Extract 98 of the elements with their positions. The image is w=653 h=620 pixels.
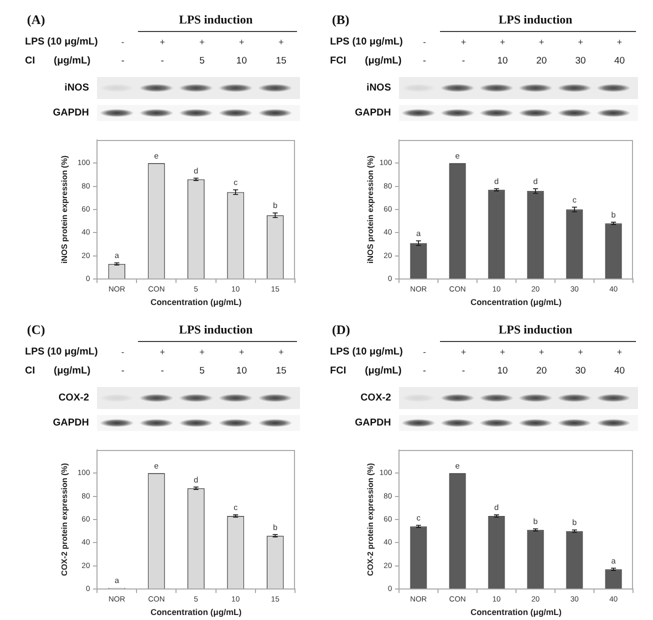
text: 10 xyxy=(497,366,508,376)
data-label: a xyxy=(416,228,422,238)
data-label: b xyxy=(272,201,278,210)
data-label: d xyxy=(494,176,499,186)
text: CI (μg/mL) xyxy=(25,56,90,66)
text: 20 xyxy=(536,366,547,376)
y-axis-title: iNOS protein expression (%) xyxy=(60,155,70,264)
data-label: d xyxy=(533,176,538,186)
text: + xyxy=(199,37,205,47)
text: + xyxy=(500,347,506,357)
text: + xyxy=(538,37,544,47)
text: 30 xyxy=(575,366,586,376)
text: + xyxy=(460,347,466,357)
data-label: a xyxy=(611,556,616,566)
text: + xyxy=(460,37,466,47)
text: LPS (10 μg/mL) xyxy=(25,346,98,358)
data-label: a xyxy=(114,576,120,586)
text: - xyxy=(121,366,124,376)
text: - xyxy=(160,366,164,376)
data-label: e xyxy=(154,151,160,160)
text: + xyxy=(278,37,284,47)
text: 15 xyxy=(276,56,286,66)
text: - xyxy=(121,37,124,47)
text: - xyxy=(422,56,426,66)
text: + xyxy=(616,37,622,47)
text: - xyxy=(121,347,124,357)
text: + xyxy=(500,37,506,47)
chart-title: (B) xyxy=(332,12,350,28)
x-axis-title: Concentration (μg/mL) xyxy=(470,297,562,308)
data-label: d xyxy=(194,166,198,176)
text: 10 xyxy=(236,366,247,376)
text: + xyxy=(578,347,584,357)
text: LPS induction xyxy=(178,12,253,28)
data-label: c xyxy=(572,195,576,204)
data-label: c xyxy=(234,178,238,188)
text: + xyxy=(160,37,166,47)
text: GAPDH xyxy=(52,418,89,428)
text: + xyxy=(160,347,166,357)
text: + xyxy=(238,37,244,47)
data-label: e xyxy=(455,461,460,470)
text: 10 xyxy=(497,56,508,66)
data-label: b xyxy=(533,516,538,526)
text: - xyxy=(160,56,164,66)
text: 30 xyxy=(575,56,586,66)
text: COX-2 xyxy=(58,392,89,404)
data-label: c xyxy=(234,503,238,512)
y-axis-title: COX-2 protein expression (%) xyxy=(366,462,376,576)
text: 40 xyxy=(614,366,625,376)
text: iNOS xyxy=(64,82,89,94)
text: - xyxy=(462,56,466,66)
text: 40 xyxy=(614,56,625,66)
text: 15 xyxy=(276,366,286,376)
text: 5 xyxy=(199,366,205,376)
text: LPS induction xyxy=(498,322,572,338)
data-label: b xyxy=(611,210,616,220)
text: GAPDH xyxy=(354,418,391,428)
chart-title: (D) xyxy=(332,322,350,338)
text: LPS induction xyxy=(178,322,253,338)
text: - xyxy=(422,366,426,376)
data-label: d xyxy=(194,475,198,484)
data-label: b xyxy=(272,522,278,532)
text: + xyxy=(238,347,244,357)
text: - xyxy=(423,347,426,357)
data-label: e xyxy=(154,461,160,470)
text: LPS induction xyxy=(498,12,572,28)
x-axis-title: Concentration (μg/mL) xyxy=(150,607,242,618)
text: 5 xyxy=(199,56,205,66)
data-label: e xyxy=(455,151,460,160)
text: FCI (μg/mL) xyxy=(330,366,402,376)
text: 20 xyxy=(536,56,547,66)
text: LPS (10 μg/mL) xyxy=(330,36,403,48)
text: 10 xyxy=(236,56,247,66)
text: iNOS xyxy=(366,82,391,94)
text: + xyxy=(578,37,584,47)
text: - xyxy=(121,56,124,66)
y-axis-title: COX-2 protein expression (%) xyxy=(60,462,70,576)
text: GAPDH xyxy=(354,108,391,118)
text: FCI (μg/mL) xyxy=(330,56,402,66)
text: - xyxy=(462,366,466,376)
x-axis-title: Concentration (μg/mL) xyxy=(470,607,562,618)
y-axis-title: iNOS protein expression (%) xyxy=(366,155,376,264)
text: GAPDH xyxy=(52,108,89,118)
x-axis-title: Concentration (μg/mL) xyxy=(150,297,242,308)
text: + xyxy=(278,347,284,357)
data-label: c xyxy=(416,513,420,522)
text: + xyxy=(538,347,544,357)
text: - xyxy=(423,37,426,47)
chart-title: (A) xyxy=(27,12,46,28)
text: CI (μg/mL) xyxy=(25,366,90,376)
data-label: d xyxy=(494,503,499,512)
data-label: a xyxy=(114,250,120,260)
text: COX-2 xyxy=(360,392,391,404)
text: + xyxy=(616,347,622,357)
chart-title: (C) xyxy=(27,322,46,338)
data-label: b xyxy=(572,518,578,528)
text: LPS (10 μg/mL) xyxy=(330,346,403,358)
text: + xyxy=(199,347,205,357)
text: LPS (10 μg/mL) xyxy=(25,36,98,48)
